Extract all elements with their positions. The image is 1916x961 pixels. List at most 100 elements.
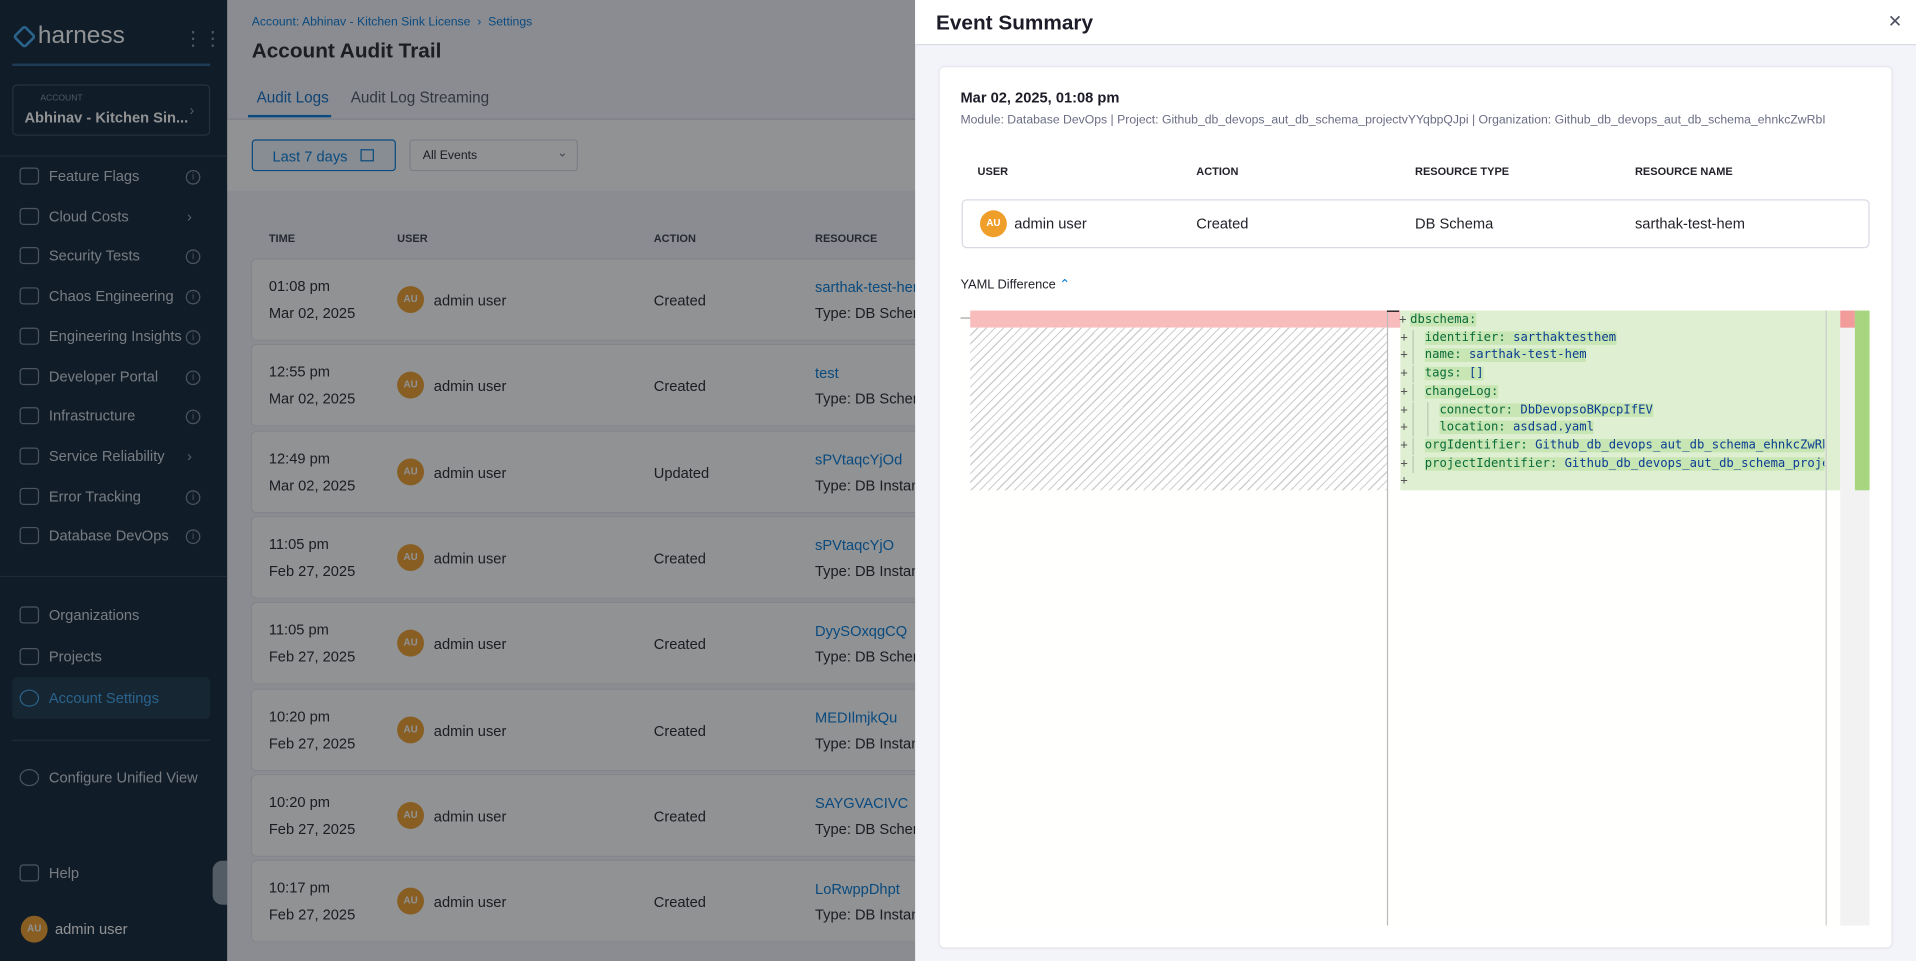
- time: 01:08 pm: [268, 277, 330, 295]
- expand-chevron: ›: [186, 447, 192, 465]
- overlay[interactable]: [0, 0, 916, 961]
- drawer-title: Event Summary: [936, 11, 1094, 35]
- action: Created: [653, 893, 706, 911]
- table-row[interactable]: 11:05 pm Feb 27, 2025 AU admin user Created s…: [251, 517, 916, 598]
- user: admin user: [433, 636, 507, 654]
- resource-type: Type: DB Instance: [815, 562, 915, 580]
- user: admin user: [433, 378, 507, 396]
- resource-type: Type: DB Instance: [815, 476, 915, 494]
- user: admin user: [433, 292, 507, 310]
- label: Database DevOps: [48, 527, 169, 545]
- nav-item[interactable]: Security Tests: [19, 247, 140, 265]
- chevron: ›: [189, 101, 195, 119]
- nav-item[interactable]: Infrastructure: [19, 407, 135, 425]
- tab[interactable]: Audit Logs: [256, 89, 329, 107]
- added-marker: +: [1400, 420, 1408, 435]
- added-marker: +: [1399, 312, 1407, 327]
- indent-guide: [1412, 365, 1414, 383]
- action: Created: [653, 378, 706, 396]
- yaml-line: orgIdentifier: Github_db_devops_aut_db_s…: [1424, 438, 1825, 453]
- nav-item[interactable]: Cloud Costs: [19, 207, 129, 225]
- avatar: AU: [397, 629, 425, 657]
- column-header: RESOURCE: [815, 232, 878, 245]
- nav-item[interactable]: Service Reliability: [19, 447, 165, 465]
- indent-guide: [1427, 419, 1429, 437]
- divider: [0, 575, 228, 578]
- table-row[interactable]: 10:17 pm Feb 27, 2025 AU admin user Created L…: [251, 860, 916, 942]
- icon: [19, 864, 40, 882]
- yaml-line: connector: DbDevopsoBKpcpIfEV: [1439, 402, 1653, 417]
- label: YAML Difference: [960, 277, 1056, 293]
- crumb[interactable]: Settings: [488, 15, 533, 30]
- label: Account Settings: [48, 689, 159, 707]
- table-row[interactable]: 11:05 pm Feb 27, 2025 AU admin user Created D…: [251, 602, 916, 684]
- tab-underline: [248, 114, 332, 118]
- avatar: AU: [397, 457, 425, 485]
- date: Feb 27, 2025: [268, 734, 356, 752]
- icon: [19, 287, 40, 305]
- table-row[interactable]: 10:20 pm Feb 27, 2025 AU admin user Created S…: [251, 774, 916, 856]
- nav-item[interactable]: Developer Portal: [19, 367, 159, 385]
- collapse-handle[interactable]: [212, 860, 230, 905]
- nav-item[interactable]: Chaos Engineering: [19, 287, 174, 305]
- help[interactable]: Help: [19, 864, 79, 882]
- nav-item[interactable]: Feature Flags: [19, 167, 140, 185]
- account-switcher[interactable]: ACCOUNT Abhinav - Kitchen Sin... ›: [12, 84, 211, 136]
- label: Engineering Insights: [48, 327, 182, 345]
- tab[interactable]: Audit Log Streaming: [350, 89, 490, 107]
- yaml-value: asdsad.yaml: [1513, 420, 1594, 435]
- avatar: AU: [979, 210, 1007, 238]
- divider: [12, 63, 211, 67]
- label: Security Tests: [48, 247, 140, 265]
- action: Created: [653, 292, 706, 310]
- time: 12:55 pm: [268, 363, 330, 381]
- table-row[interactable]: 10:20 pm Feb 27, 2025 AU admin user Created M…: [251, 688, 916, 770]
- label: Organizations: [48, 606, 140, 624]
- configure-view[interactable]: Configure Unified View: [19, 769, 198, 787]
- apps-icon[interactable]: ⋮⋮: [183, 29, 223, 51]
- icon: [19, 167, 40, 185]
- action: Created: [653, 721, 706, 740]
- label: Feature Flags: [48, 167, 140, 185]
- event-meta: Module: Database DevOps | Project: Githu…: [960, 113, 1826, 128]
- yaml-key: name:: [1424, 348, 1462, 363]
- table-row[interactable]: 12:55 pm Mar 02, 2025 AU admin user Created t…: [251, 345, 916, 426]
- event-summary-drawer: Event Summary ✕ Mar 02, 2025, 01:08 pm M…: [915, 0, 1916, 961]
- nav-item[interactable]: Engineering Insights: [19, 327, 182, 345]
- nav-item[interactable]: Organizations: [19, 606, 140, 624]
- indent-guide: [1412, 455, 1414, 473]
- avatar: AU: [397, 286, 425, 313]
- nav-item[interactable]: Projects: [19, 648, 102, 666]
- resource-type: DB Schema: [1415, 215, 1494, 233]
- indent-guide: [1412, 437, 1414, 455]
- table-row[interactable]: 12:49 pm Mar 02, 2025 AU admin user Updated s…: [251, 431, 916, 512]
- info-icon: i: [185, 169, 201, 185]
- date-filter[interactable]: Last 7 days: [251, 139, 396, 172]
- avatar: AU: [397, 543, 425, 571]
- info-icon: i: [185, 329, 201, 345]
- icon: [19, 327, 40, 345]
- timestamp: Mar 02, 2025, 01:08 pm: [960, 89, 1120, 107]
- indent-guide: [1412, 347, 1414, 365]
- action: Created: [653, 550, 706, 568]
- avatar: AU: [397, 715, 425, 743]
- yaml-toggle[interactable]: YAML Difference ⌃: [960, 278, 1070, 293]
- yaml-line: name: sarthak-test-hem: [1424, 348, 1587, 363]
- user-name[interactable]: admin user: [54, 920, 128, 938]
- date: Mar 02, 2025: [268, 390, 356, 408]
- info-icon: i: [185, 489, 201, 505]
- close-button[interactable]: ✕: [1887, 11, 1903, 31]
- info-icon: i: [185, 289, 201, 305]
- nav-item[interactable]: Database DevOps: [19, 527, 169, 545]
- removed-marker: —: [960, 310, 974, 326]
- label: Developer Portal: [48, 367, 159, 385]
- label: Last 7 days: [272, 147, 348, 166]
- action: Updated: [653, 464, 710, 482]
- user: admin user: [433, 464, 507, 482]
- table-row[interactable]: 01:08 pm Mar 02, 2025 AU admin user Created s…: [251, 259, 916, 340]
- label: Error Tracking: [48, 487, 141, 505]
- crumb[interactable]: Account: Abhinav - Kitchen Sink License: [251, 15, 471, 30]
- nav-item[interactable]: Error Tracking: [19, 487, 141, 505]
- nav-item[interactable]: Account Settings: [19, 689, 159, 707]
- event-filter[interactable]: All Events ⌄: [409, 139, 578, 172]
